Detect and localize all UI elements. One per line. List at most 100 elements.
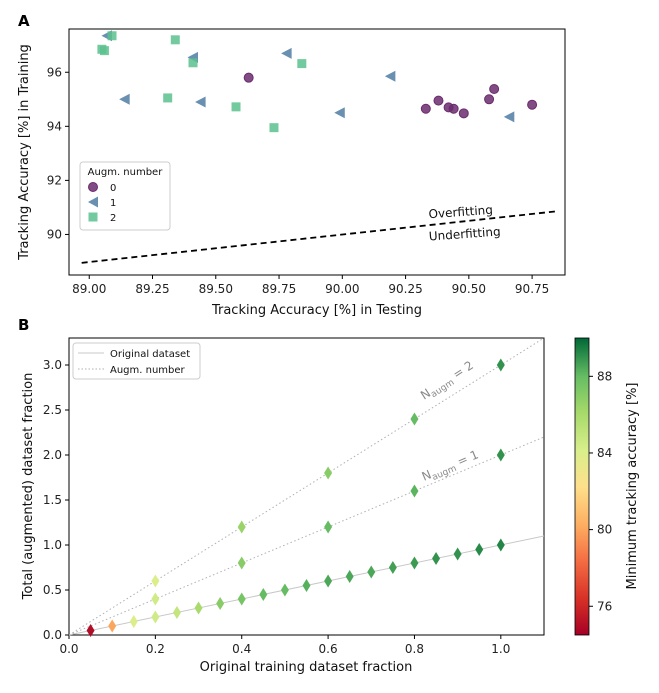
a-point-augm-0: [458, 108, 469, 119]
b-y-tick-label: 3.0: [43, 358, 62, 372]
panel-b-x-axis-label: Original training dataset fraction: [200, 660, 413, 675]
legend-a-label-0: 0: [110, 183, 116, 194]
b-diamond-point: [453, 547, 462, 561]
a-point-augm-2: [188, 58, 198, 68]
b-x-tick-label: 0.4: [232, 642, 251, 656]
a-point-augm-0: [489, 84, 500, 95]
augm-line-2: [68, 337, 545, 636]
b-y-tick-label: 0.0: [43, 628, 62, 642]
overfitting-annotation: Overfitting: [428, 203, 493, 221]
b-diamond-point: [237, 592, 246, 606]
a-point-augm-1: [119, 93, 130, 105]
b-diamond-point: [172, 606, 181, 619]
b-x-tick-label: 0.0: [59, 642, 78, 656]
a-x-tick-label: 90.75: [515, 282, 549, 296]
b-diamond-point: [259, 588, 268, 601]
a-point-augm-0: [243, 72, 254, 83]
legend-a-title: Augm. number: [88, 167, 164, 178]
colorbar-tick-label: 76: [597, 599, 612, 613]
a-point-augm-1: [195, 96, 206, 108]
n-augm-1-suffix: = 1: [452, 447, 481, 470]
a-point-augm-2: [297, 59, 307, 69]
n-augm-1-sub: augm: [431, 464, 459, 483]
b-y-tick-label: 0.5: [43, 583, 62, 597]
b-diamond-point: [129, 615, 138, 628]
panel-b-axes-frame: [68, 337, 545, 636]
legend-a-label-1: 1: [110, 198, 116, 209]
b-diamond-point: [475, 543, 484, 556]
b-y-tick-label: 1.5: [43, 493, 62, 507]
b-diamond-point: [410, 484, 419, 498]
a-point-augm-2: [163, 93, 173, 103]
a-point-augm-2: [99, 46, 109, 56]
n-augm-2-suffix: = 2: [447, 358, 476, 384]
a-point-augm-0: [484, 94, 495, 105]
b-diamond-point: [324, 520, 333, 534]
a-point-augm-1: [384, 70, 396, 82]
colorbar: [574, 337, 590, 636]
legend-a-label-2: 2: [110, 213, 116, 224]
panel-a-axes-frame: [68, 28, 566, 276]
b-diamond-point: [151, 574, 160, 588]
a-point-augm-2: [170, 35, 180, 45]
a-point-augm-0: [433, 95, 444, 106]
panel-a-y-axis-label: Tracking Accuracy [%] in Training: [17, 44, 32, 261]
a-point-augm-0: [420, 103, 431, 114]
a-x-tick-label: 89.75: [262, 282, 296, 296]
legend-b-label-augm: Augm. number: [110, 365, 186, 376]
a-point-augm-0: [527, 99, 538, 110]
b-x-tick-label: 0.8: [405, 642, 424, 656]
colorbar-tick-label: 84: [597, 446, 612, 460]
b-diamond-point: [86, 624, 95, 637]
b-diamond-point: [496, 538, 505, 552]
b-diamond-point: [388, 561, 397, 574]
legend-a-marker-1: [88, 196, 98, 208]
a-x-tick-label: 89.50: [199, 282, 233, 296]
a-y-tick-label: 92: [47, 173, 62, 187]
a-x-tick-label: 89.00: [72, 282, 106, 296]
panel-a-label: A: [18, 12, 30, 30]
b-diamond-point: [367, 565, 376, 579]
a-point-augm-2: [269, 123, 279, 133]
b-x-tick-label: 0.2: [146, 642, 165, 656]
b-diamond-point: [302, 579, 311, 592]
a-point-augm-2: [107, 31, 117, 41]
a-y-tick-label: 90: [47, 227, 62, 241]
a-x-tick-label: 90.50: [452, 282, 486, 296]
panel-b-legend: Original dataset Augm. number: [72, 342, 201, 380]
b-diamond-point: [151, 610, 160, 624]
legend-a-marker-0: [88, 182, 98, 192]
a-y-tick-label: 94: [47, 119, 62, 133]
b-diamond-point: [432, 552, 441, 565]
a-point-augm-0: [448, 103, 459, 114]
legend-a-marker-2: [88, 212, 98, 222]
b-diamond-point: [345, 570, 354, 583]
b-diamond-point: [280, 583, 289, 597]
b-y-tick-label: 1.0: [43, 538, 62, 552]
a-y-tick-label: 96: [47, 65, 62, 79]
n-augm-2-label: Naugm = 2: [418, 358, 478, 405]
panel-b-label: B: [18, 316, 29, 334]
b-diamond-point: [496, 448, 505, 462]
a-point-augm-1: [281, 47, 292, 59]
b-x-tick-label: 0.6: [319, 642, 338, 656]
b-x-tick-label: 1.0: [491, 642, 510, 656]
b-diamond-point: [151, 592, 160, 606]
panel-a-legend: Augm. number 0 1 2: [79, 161, 171, 231]
a-point-augm-1: [334, 107, 345, 119]
a-point-augm-2: [231, 102, 241, 112]
b-diamond-point: [216, 597, 225, 610]
b-diamond-point: [410, 556, 419, 570]
b-y-tick-label: 2.5: [43, 403, 62, 417]
colorbar-tick-label: 88: [597, 369, 612, 383]
a-x-tick-label: 90.25: [388, 282, 422, 296]
underfitting-annotation: Underfitting: [428, 225, 501, 244]
a-x-tick-label: 89.25: [135, 282, 169, 296]
b-diamond-point: [324, 466, 333, 480]
b-y-tick-label: 2.0: [43, 448, 62, 462]
a-point-augm-1: [503, 111, 515, 123]
b-diamond-point: [108, 619, 117, 633]
panel-b-y-axis-label: Total (augmented) dataset fraction: [21, 373, 36, 601]
b-diamond-point: [410, 412, 419, 426]
